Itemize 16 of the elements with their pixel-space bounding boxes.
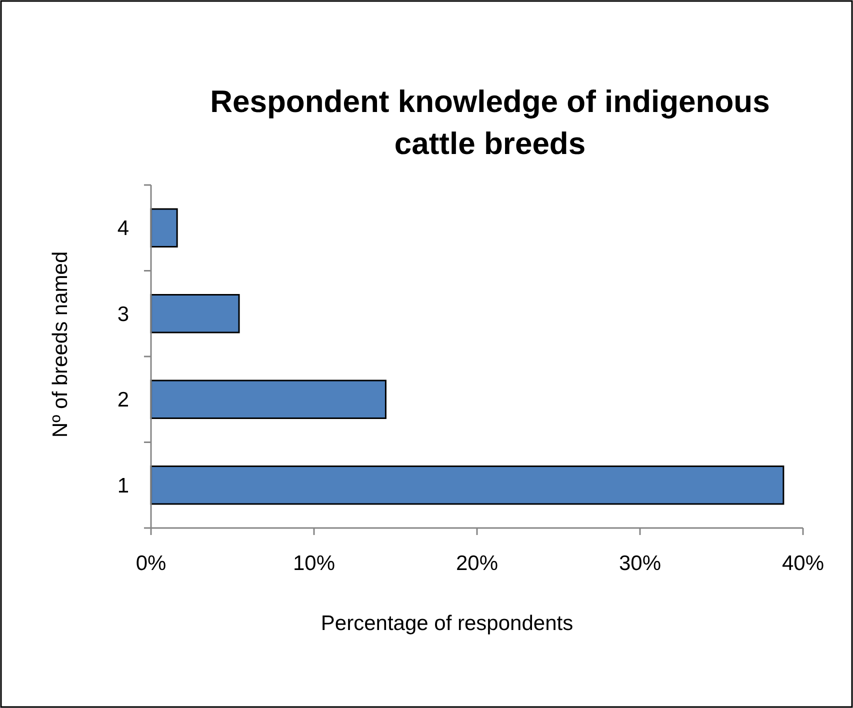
chart-title: Respondent knowledge of indigenous cattle breeds	[210, 84, 770, 161]
y-tick-label: 4	[117, 217, 130, 240]
x-tick-label: 30%	[618, 552, 662, 575]
bar	[150, 380, 386, 419]
bar	[150, 466, 784, 505]
bar	[150, 208, 178, 248]
y-axis-title: Nº of breeds named	[49, 251, 72, 438]
x-tick-label: 0%	[136, 552, 166, 575]
y-tick-label: 1	[117, 474, 129, 498]
bar	[150, 294, 240, 334]
y-tick-label: 2	[117, 388, 129, 412]
x-tick-label: 20%	[456, 552, 498, 575]
x-tick-label: 10%	[292, 552, 336, 575]
x-tick-label: 40%	[782, 552, 824, 575]
y-tick-label: 3	[117, 302, 129, 326]
x-axis-title: Percentage of respondents	[320, 612, 574, 635]
